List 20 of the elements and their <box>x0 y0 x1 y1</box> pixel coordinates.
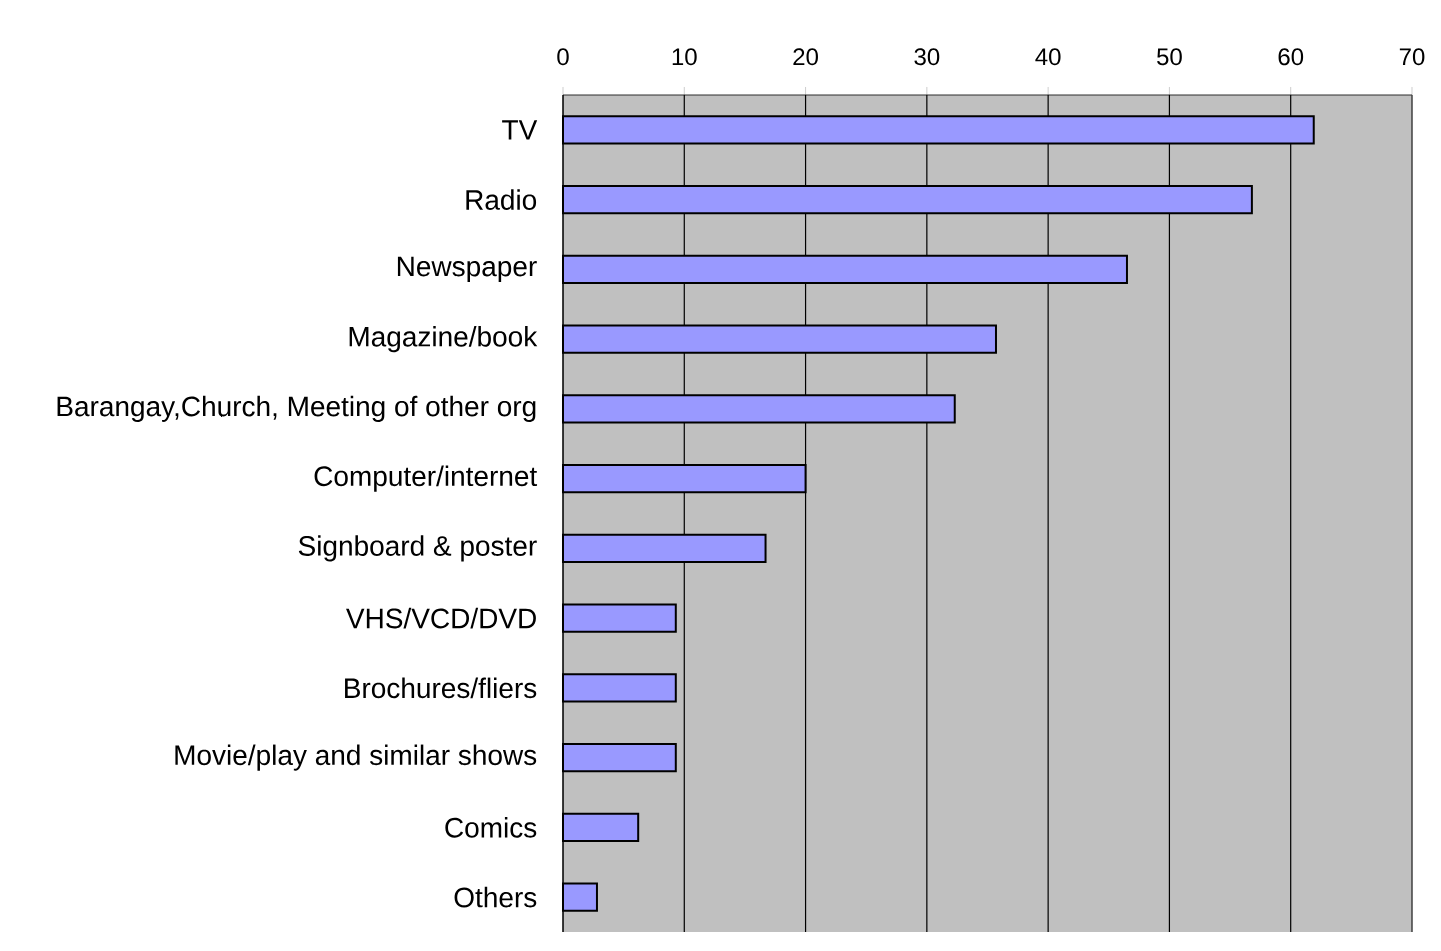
y-tick-label: Radio <box>466 189 537 210</box>
y-tick-label: Newspaper <box>397 256 537 282</box>
y-tick-label: Signboard & poster <box>298 535 537 562</box>
y-tick-label: Barangay,Church, Meeting of other org <box>57 395 536 422</box>
x-tick-label: 20 <box>793 48 818 66</box>
x-tick-label: 30 <box>914 48 940 66</box>
x-tick-label: 50 <box>1157 48 1182 66</box>
x-tick-label: 0 <box>557 48 569 66</box>
y-tick-label: Comics <box>445 817 537 838</box>
y-tick-label: Brochures/fliers <box>345 677 537 699</box>
x-tick-label: 60 <box>1278 48 1304 66</box>
y-tick-label: Magazine/book <box>349 326 538 353</box>
y-tick-label: TV <box>502 120 538 140</box>
y-tick-label: VHS/VCD/DVD <box>346 607 536 629</box>
y-tick-label: Movie/play and similar shows <box>175 744 537 771</box>
y-tick-label: Computer/internet <box>314 465 538 492</box>
x-tick-label: 70 <box>1399 48 1425 66</box>
y-tick-label: Others <box>454 886 537 908</box>
x-tick-label: 10 <box>672 48 697 66</box>
x-tick-label: 40 <box>1035 48 1061 66</box>
